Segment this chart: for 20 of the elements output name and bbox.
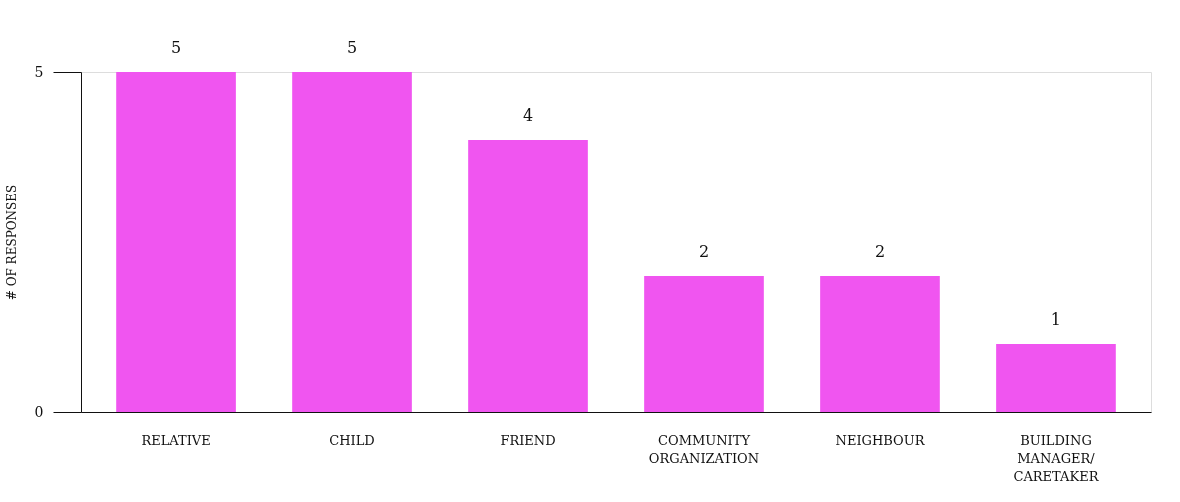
- data-label: 5: [346, 38, 358, 57]
- bar: [996, 344, 1116, 412]
- bar: [116, 72, 236, 412]
- data-label: 5: [170, 38, 182, 57]
- x-tick-label: CHILD: [329, 432, 375, 448]
- y-tick-label: 0: [34, 403, 44, 420]
- x-tick-label: NEIGHBOUR: [835, 432, 926, 448]
- x-tick-label: FRIEND: [500, 432, 556, 448]
- data-label: 2: [874, 242, 886, 261]
- data-label: 2: [698, 242, 710, 261]
- data-label: 4: [522, 106, 534, 125]
- y-axis-title: # OF RESPONSES: [4, 184, 19, 301]
- bar: [468, 140, 588, 412]
- bar: [644, 276, 764, 412]
- bar: [292, 72, 412, 412]
- bar: [820, 276, 940, 412]
- x-tick-label: RELATIVE: [141, 432, 211, 448]
- data-label: 1: [1050, 310, 1062, 329]
- x-tick-label: COMMUNITY ORGANIZATION: [648, 432, 760, 466]
- x-tick-label: BUILDING MANAGER/ CARETAKER: [1013, 432, 1100, 484]
